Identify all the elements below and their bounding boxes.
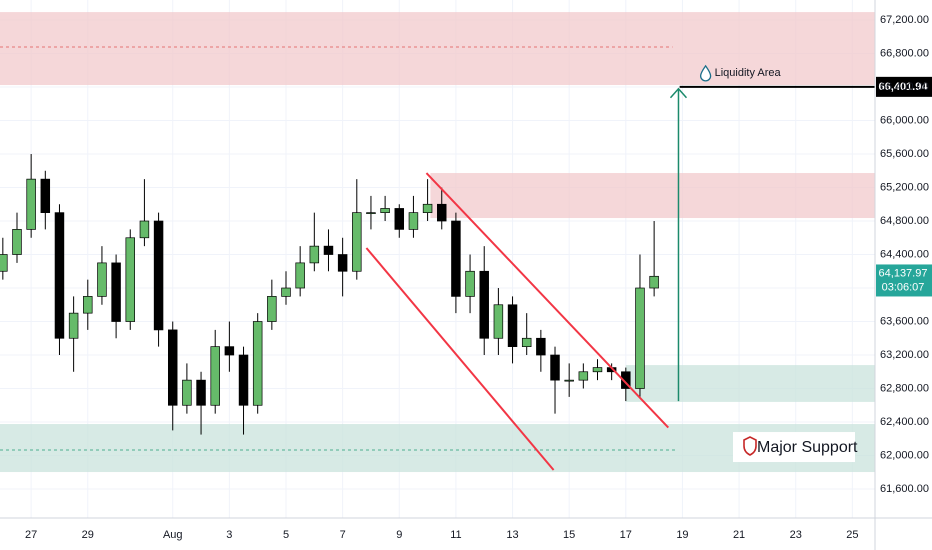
y-tick-label: 65,200.00	[880, 181, 929, 193]
x-tick-label: 15	[563, 529, 575, 541]
x-tick-label: 25	[846, 529, 858, 541]
zone	[0, 424, 875, 473]
x-tick-label: 7	[340, 529, 346, 541]
x-tick-label: 3	[226, 529, 232, 541]
candle-body	[224, 346, 235, 356]
arrow-head	[669, 87, 688, 99]
candle-body	[210, 346, 220, 406]
shield-icon	[743, 436, 757, 456]
plot-area	[0, 0, 875, 518]
candle-body	[125, 237, 135, 322]
candle-body	[97, 262, 107, 297]
countdown-label: 03:06:07	[882, 281, 925, 293]
candle-body	[281, 287, 291, 297]
candle-body	[309, 245, 320, 264]
x-tick-label: 19	[676, 529, 688, 541]
candle-body	[621, 371, 631, 389]
x-tick-label: 11	[450, 529, 461, 541]
candle-body	[238, 354, 249, 406]
candle-body	[12, 229, 22, 255]
y-tick-label: 62,000.00	[880, 449, 929, 461]
x-tick-label: 13	[506, 529, 518, 541]
x-tick-label: 27	[25, 529, 37, 541]
candle-body	[352, 212, 362, 272]
trendline	[425, 172, 670, 429]
candle-body	[196, 379, 206, 406]
x-tick-label: 21	[733, 529, 745, 541]
candle-body	[182, 379, 192, 406]
zone	[625, 365, 875, 402]
candle-body	[83, 296, 93, 314]
candle-body	[40, 178, 51, 213]
candle-body	[394, 208, 405, 230]
trendline	[365, 247, 555, 471]
target-price-label: 66,401.94	[879, 81, 929, 93]
candle-body	[167, 329, 178, 406]
candle-body	[451, 220, 461, 297]
candle-body	[564, 379, 574, 382]
candle-body	[111, 262, 121, 322]
x-tick-label: 17	[620, 529, 632, 541]
candle-body	[0, 254, 8, 272]
drop-icon	[699, 64, 712, 82]
candle-body	[578, 371, 589, 381]
y-tick-label: 65,600.00	[880, 148, 929, 160]
y-tick-label: 66,400.00	[880, 81, 929, 93]
zone	[430, 173, 875, 219]
candle-body	[295, 262, 305, 289]
candle-body	[649, 275, 659, 289]
target-text: Liquidity Area	[715, 67, 782, 79]
candle-body	[479, 270, 489, 339]
support-text: Major Support	[757, 439, 858, 456]
candle-body	[635, 287, 645, 389]
candle-body	[422, 203, 433, 213]
y-tick-label: 61,600.00	[880, 483, 929, 495]
x-tick-label: 29	[82, 529, 94, 541]
candle-body	[437, 203, 447, 222]
candle-body	[550, 354, 560, 381]
target-price-box	[876, 76, 932, 97]
y-tick-label: 64,800.00	[880, 215, 929, 227]
candle-body	[521, 337, 532, 347]
candle-body	[366, 212, 376, 214]
y-tick-label: 66,000.00	[880, 114, 929, 126]
candle-body	[252, 321, 263, 406]
last-price-label: 64,137.97	[879, 267, 928, 279]
candle-body	[408, 212, 419, 230]
x-tick-label: Aug	[163, 529, 183, 541]
candle-body	[380, 208, 390, 213]
candle-body	[592, 367, 603, 373]
candle-body	[68, 312, 79, 339]
candle-body	[139, 220, 150, 239]
candle-body	[465, 270, 475, 297]
y-tick-label: 63,600.00	[880, 315, 929, 327]
candle-body	[267, 296, 277, 322]
candle-body	[323, 245, 334, 255]
candle-body	[536, 337, 546, 356]
candle-body	[507, 304, 518, 347]
candle-body	[26, 178, 36, 230]
y-tick-label: 66,800.00	[880, 47, 929, 59]
last-price-box	[876, 264, 932, 297]
candle-body	[54, 212, 65, 339]
x-tick-label: 9	[396, 529, 402, 541]
y-tick-label: 64,400.00	[880, 248, 929, 260]
x-tick-label: 23	[790, 529, 802, 541]
y-tick-label: 67,200.00	[880, 14, 929, 26]
x-tick-label: 5	[283, 529, 289, 541]
candle-body	[493, 304, 504, 339]
candle-body	[337, 254, 348, 272]
y-tick-label: 62,800.00	[880, 382, 929, 394]
candle-body	[153, 220, 164, 331]
y-tick-label: 62,400.00	[880, 416, 929, 428]
y-tick-label: 63,200.00	[880, 349, 929, 361]
zone	[0, 12, 875, 86]
